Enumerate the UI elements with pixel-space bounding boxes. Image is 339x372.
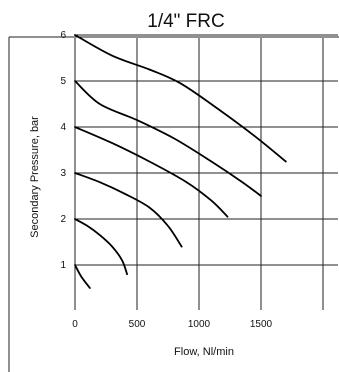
chart-title: 1/4" FRC [147, 11, 224, 32]
tick-labels: 0 500 1000 1500 1 2 3 4 5 6 [60, 30, 272, 330]
series-line-5 [74, 80, 262, 197]
y-tick-label: 3 [60, 168, 66, 179]
series-layer [74, 34, 287, 289]
y-tick-label: 2 [60, 214, 66, 225]
series-line-6 [74, 34, 287, 163]
x-tick-label: 1000 [188, 319, 211, 330]
x-tick-label: 0 [72, 319, 78, 330]
y-tick-label: 4 [60, 122, 66, 133]
series-line-2 [74, 218, 128, 276]
series-line-4 [74, 126, 229, 218]
y-tick-label: 6 [60, 30, 66, 41]
y-axis-label: Secondary Pressure, bar [29, 116, 41, 238]
series-line-1 [74, 264, 91, 289]
y-tick-label: 1 [60, 260, 66, 271]
series-line-3 [74, 172, 183, 248]
x-tick-label: 500 [129, 319, 146, 330]
grid [74, 34, 338, 310]
y-tick-label: 5 [60, 76, 66, 87]
x-axis-label: Flow, Nl/min [174, 346, 234, 358]
x-tick-label: 1500 [250, 319, 273, 330]
